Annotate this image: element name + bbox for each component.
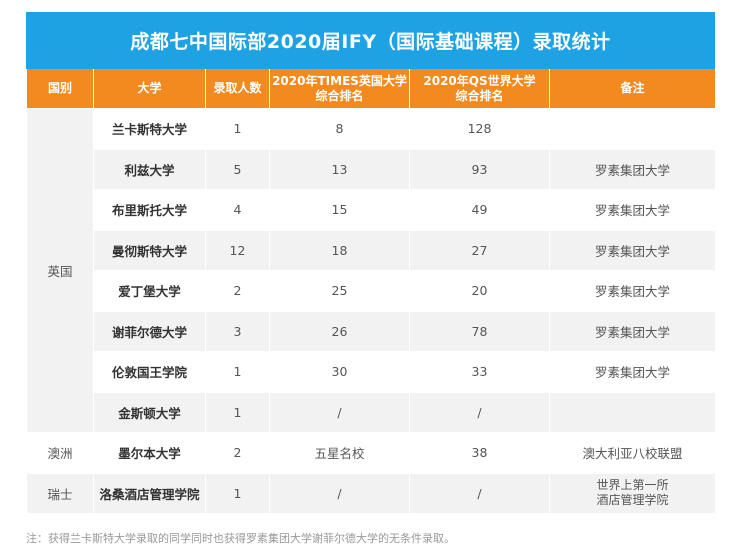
times-rank-cell: 30 (269, 351, 410, 393)
admitted-cell: 3 (205, 310, 270, 352)
university-cell: 兰卡斯特大学 (93, 108, 206, 150)
table-row: 英国 兰卡斯特大学 1 8 128 (26, 108, 716, 433)
qs-rank-cell: 20 (409, 270, 550, 312)
admitted-cell: 12 (205, 229, 270, 271)
times-rank-cell: 26 (269, 310, 410, 352)
university-cell: 墨尔本大学 (93, 432, 206, 474)
times-rank-cell: 25 (269, 270, 410, 312)
remark-cell (549, 391, 716, 433)
remark-cell: 世界上第一所 酒店管理学院 (549, 472, 716, 514)
times-rank-cell: / (269, 391, 410, 433)
remark-cell: 罗素集团大学 (549, 229, 716, 271)
remark-cell: 罗素集团大学 (549, 310, 716, 352)
remark-cell (549, 108, 716, 150)
qs-rank-cell: 78 (409, 310, 550, 352)
table-row: 利兹大学 5 13 93 罗素集团大学 (27, 148, 716, 190)
header-admitted: 录取人数 (205, 69, 270, 109)
university-cell: 金斯顿大学 (93, 391, 206, 433)
table-row: 爱丁堡大学 2 25 20 罗素集团大学 (27, 270, 716, 312)
admitted-cell: 2 (205, 270, 270, 312)
header-row: 国别 大学 录取人数 2020年TIMES英国大学 综合排名 2020年QS世界大… (26, 69, 716, 109)
qs-rank-cell: 33 (409, 351, 550, 393)
table-row: 布里斯托大学 4 15 49 罗素集团大学 (27, 189, 716, 231)
university-cell: 谢菲尔德大学 (93, 310, 206, 352)
remark-cell: 罗素集团大学 (549, 148, 716, 190)
country-cell-au: 澳洲 (26, 432, 94, 474)
admitted-cell: 1 (205, 472, 270, 514)
university-cell: 洛桑酒店管理学院 (93, 472, 206, 514)
university-cell: 布里斯托大学 (93, 189, 206, 231)
qs-rank-cell: 128 (409, 108, 550, 150)
table-row: 谢菲尔德大学 3 26 78 罗素集团大学 (27, 310, 716, 352)
table-row: 澳洲 墨尔本大学 2 五星名校 38 澳大利亚八校联盟 (26, 432, 716, 474)
remark-cell: 罗素集团大学 (549, 351, 716, 393)
table-title: 成都七中国际部2020届IFY（国际基础课程）录取统计 (26, 12, 715, 69)
admission-table: 国别 大学 录取人数 2020年TIMES英国大学 综合排名 2020年QS世界大… (26, 69, 716, 514)
qs-rank-cell: 49 (409, 189, 550, 231)
qs-rank-cell: / (409, 472, 550, 514)
times-rank-cell: 13 (269, 148, 410, 190)
remark-cell: 罗素集团大学 (549, 189, 716, 231)
admitted-cell: 4 (205, 189, 270, 231)
admitted-cell: 1 (205, 351, 270, 393)
times-rank-cell: 15 (269, 189, 410, 231)
admitted-cell: 1 (205, 391, 270, 433)
header-remark: 备注 (549, 69, 716, 109)
table-row: 曼彻斯特大学 12 18 27 罗素集团大学 (27, 229, 716, 271)
qs-rank-cell: 27 (409, 229, 550, 271)
university-cell: 爱丁堡大学 (93, 270, 206, 312)
admitted-cell: 5 (205, 148, 270, 190)
remark-cell: 澳大利亚八校联盟 (549, 432, 716, 474)
country-cell-uk: 英国 (26, 108, 94, 433)
table-row: 伦敦国王学院 1 30 33 罗素集团大学 (27, 351, 716, 393)
header-qs-rank: 2020年QS世界大学 综合排名 (409, 69, 550, 109)
header-country: 国别 (26, 69, 94, 109)
times-rank-cell: 五星名校 (269, 432, 410, 474)
times-rank-cell: 8 (269, 108, 410, 150)
header-times-rank: 2020年TIMES英国大学 综合排名 (269, 69, 410, 109)
footnote: 注：获得兰卡斯特大学录取的同学同时也获得罗素集团大学谢菲尔德大学的无条件录取。 (26, 532, 455, 545)
admitted-cell: 2 (205, 432, 270, 474)
times-rank-cell: 18 (269, 229, 410, 271)
times-rank-cell: / (269, 472, 410, 514)
table-row: 金斯顿大学 1 / / (27, 391, 716, 433)
admission-table-container: 成都七中国际部2020届IFY（国际基础课程）录取统计 国别 大学 录取人数 2… (26, 12, 716, 514)
university-cell: 曼彻斯特大学 (93, 229, 206, 271)
qs-rank-cell: 93 (409, 148, 550, 190)
country-cell-ch: 瑞士 (26, 472, 94, 514)
university-cell: 利兹大学 (93, 148, 206, 190)
university-cell: 伦敦国王学院 (93, 351, 206, 393)
table-row: 瑞士 洛桑酒店管理学院 1 / / 世界上第一所 酒店管理学院 (26, 472, 716, 514)
remark-cell: 罗素集团大学 (549, 270, 716, 312)
qs-rank-cell: / (409, 391, 550, 433)
header-university: 大学 (93, 69, 206, 109)
qs-rank-cell: 38 (409, 432, 550, 474)
admitted-cell: 1 (205, 108, 270, 150)
